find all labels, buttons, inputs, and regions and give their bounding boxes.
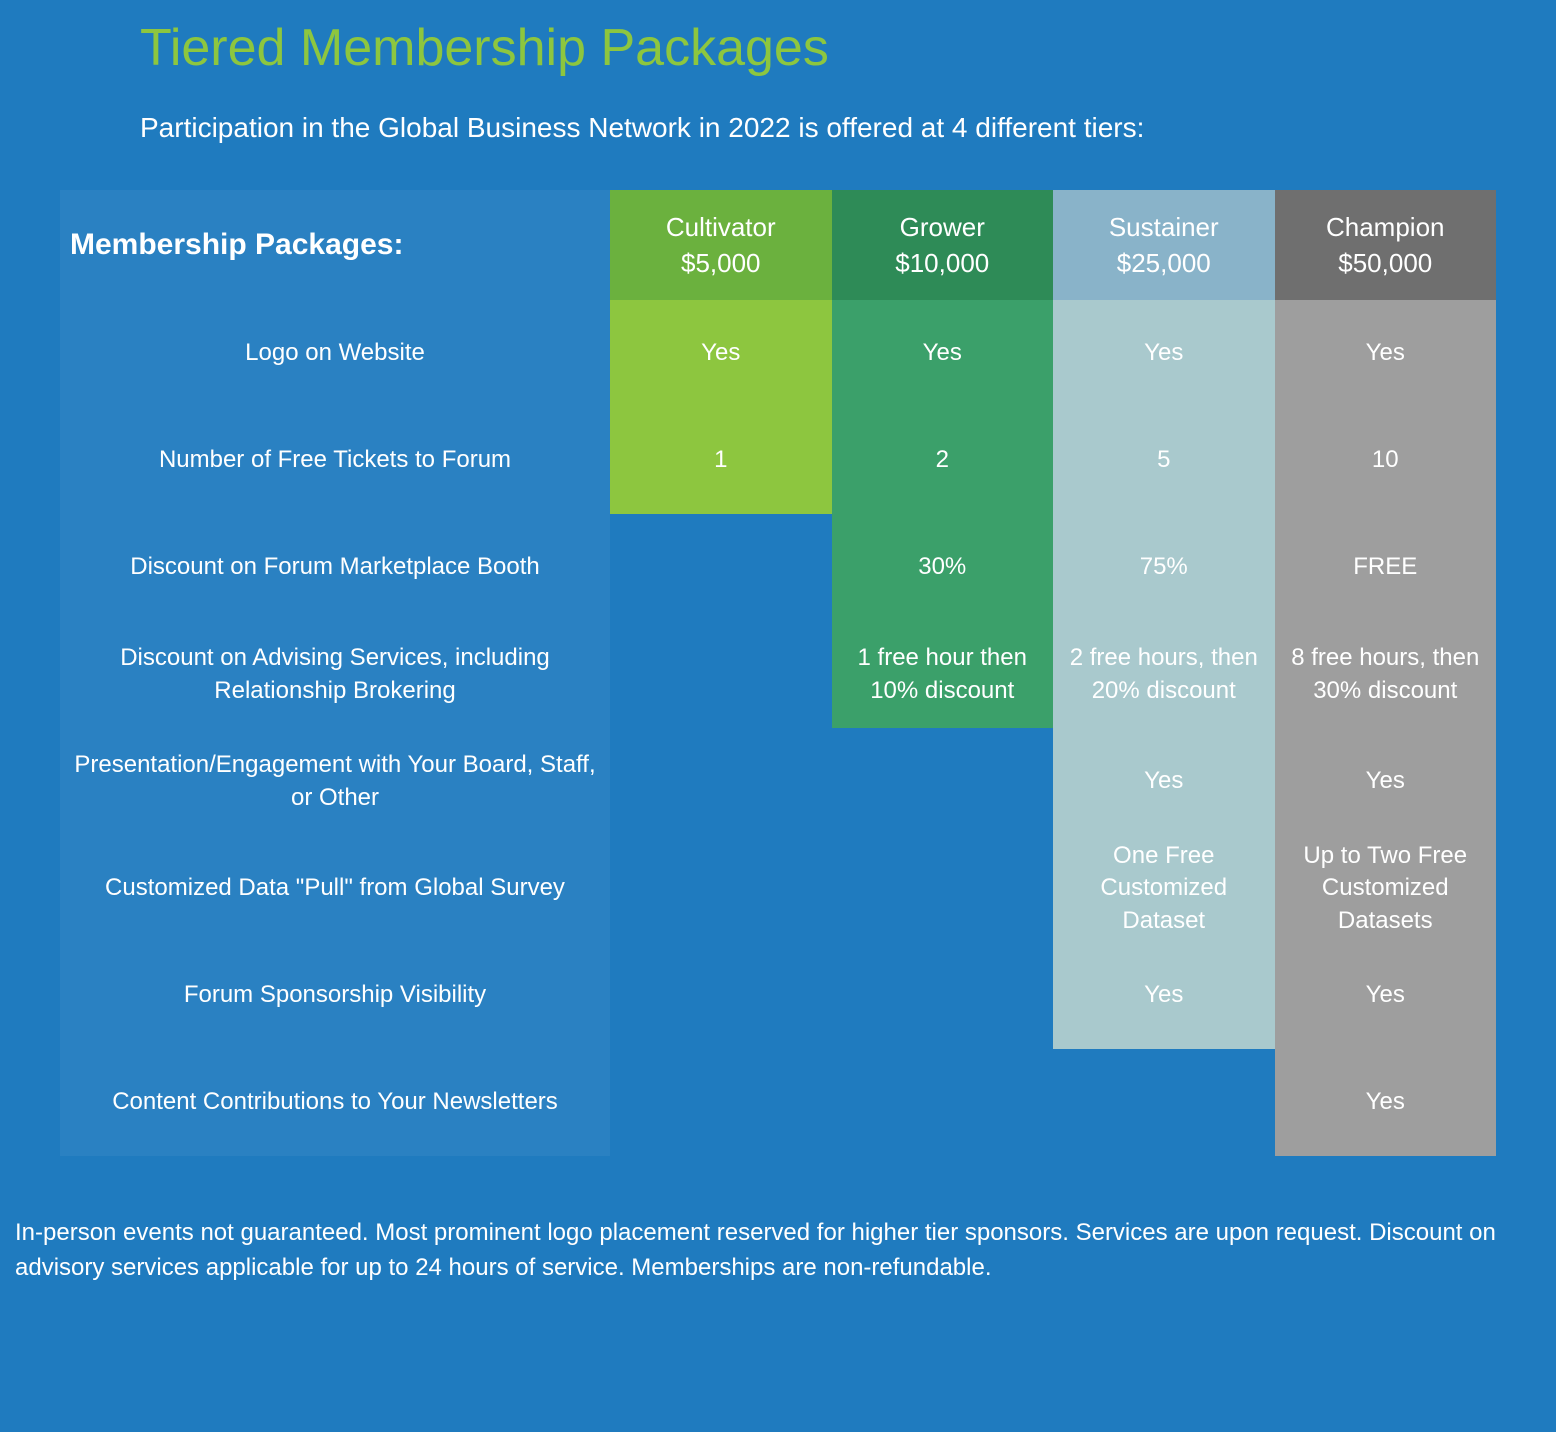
- feature-label: Presentation/Engagement with Your Board,…: [60, 728, 610, 835]
- tier-cell: Yes: [610, 300, 832, 407]
- tier-cell: 2 free hours, then 20% discount: [1053, 621, 1275, 728]
- feature-row: Customized Data "Pull" from Global Surve…: [60, 835, 1496, 942]
- feature-label: Logo on Website: [60, 300, 610, 407]
- pricing-table-head: Membership Packages: Cultivator$5,000 Gr…: [60, 190, 1496, 300]
- tier-cell: 5: [1053, 407, 1275, 514]
- feature-row: Discount on Advising Services, including…: [60, 621, 1496, 728]
- tier-name: Grower: [842, 209, 1044, 245]
- feature-label: Content Contributions to Your Newsletter…: [60, 1049, 610, 1156]
- page-subtitle: Participation in the Global Business Net…: [0, 78, 1556, 144]
- tier-cell: [610, 621, 832, 728]
- membership-page: Tiered Membership Packages Participation…: [0, 0, 1556, 1432]
- tier-price: $10,000: [842, 245, 1044, 281]
- feature-label: Customized Data "Pull" from Global Surve…: [60, 835, 610, 942]
- tier-cell: [832, 835, 1054, 942]
- tier-cell: 30%: [832, 514, 1054, 621]
- feature-row: Discount on Forum Marketplace Booth 30%75…: [60, 514, 1496, 621]
- tier-cell: 1 free hour then 10% discount: [832, 621, 1054, 728]
- tier-cell: Yes: [1275, 1049, 1497, 1156]
- feature-row: Content Contributions to Your Newsletter…: [60, 1049, 1496, 1156]
- feature-label: Forum Sponsorship Visibility: [60, 942, 610, 1049]
- tier-name: Champion: [1285, 209, 1487, 245]
- tier-name: Sustainer: [1063, 209, 1265, 245]
- tier-header-cultivator: Cultivator$5,000: [610, 190, 832, 300]
- tier-cell: One Free Customized Dataset: [1053, 835, 1275, 942]
- tier-cell: 8 free hours, then 30% discount: [1275, 621, 1497, 728]
- tier-cell: Yes: [832, 300, 1054, 407]
- feature-label: Number of Free Tickets to Forum: [60, 407, 610, 514]
- feature-row: Forum Sponsorship Visibility YesYes: [60, 942, 1496, 1049]
- tier-cell: 1: [610, 407, 832, 514]
- pricing-table-wrap: Membership Packages: Cultivator$5,000 Gr…: [60, 190, 1496, 1156]
- tier-cell: Yes: [1275, 300, 1497, 407]
- footnote-text: In-person events not guaranteed. Most pr…: [0, 1156, 1556, 1286]
- feature-row: Number of Free Tickets to Forum12510: [60, 407, 1496, 514]
- tier-price: $5,000: [620, 245, 822, 281]
- tier-cell: 2: [832, 407, 1054, 514]
- pricing-table-body: Logo on WebsiteYesYesYesYesNumber of Fre…: [60, 300, 1496, 1156]
- tier-cell: [832, 1049, 1054, 1156]
- tier-name: Cultivator: [620, 209, 822, 245]
- tier-price: $25,000: [1063, 245, 1265, 281]
- tier-cell: 75%: [1053, 514, 1275, 621]
- tier-cell: Yes: [1275, 942, 1497, 1049]
- tier-cell: Yes: [1053, 728, 1275, 835]
- tier-header-grower: Grower$10,000: [832, 190, 1054, 300]
- tier-cell: [1053, 1049, 1275, 1156]
- tier-cell: [832, 942, 1054, 1049]
- tier-cell: [610, 1049, 832, 1156]
- tier-header-champion: Champion$50,000: [1275, 190, 1497, 300]
- tier-cell: Yes: [1053, 300, 1275, 407]
- tier-cell: FREE: [1275, 514, 1497, 621]
- feature-label: Discount on Forum Marketplace Booth: [60, 514, 610, 621]
- tier-cell: Yes: [1053, 942, 1275, 1049]
- tier-cell: [610, 514, 832, 621]
- packages-header-label: Membership Packages:: [60, 190, 610, 300]
- tier-cell: Up to Two Free Customized Datasets: [1275, 835, 1497, 942]
- tier-cell: [610, 835, 832, 942]
- pricing-table: Membership Packages: Cultivator$5,000 Gr…: [60, 190, 1496, 1156]
- tier-price: $50,000: [1285, 245, 1487, 281]
- feature-label: Discount on Advising Services, including…: [60, 621, 610, 728]
- tier-header-row: Membership Packages: Cultivator$5,000 Gr…: [60, 190, 1496, 300]
- page-title: Tiered Membership Packages: [0, 0, 1556, 78]
- tier-cell: [832, 728, 1054, 835]
- feature-row: Logo on WebsiteYesYesYesYes: [60, 300, 1496, 407]
- tier-header-sustainer: Sustainer$25,000: [1053, 190, 1275, 300]
- tier-cell: 10: [1275, 407, 1497, 514]
- tier-cell: Yes: [1275, 728, 1497, 835]
- tier-cell: [610, 728, 832, 835]
- tier-cell: [610, 942, 832, 1049]
- feature-row: Presentation/Engagement with Your Board,…: [60, 728, 1496, 835]
